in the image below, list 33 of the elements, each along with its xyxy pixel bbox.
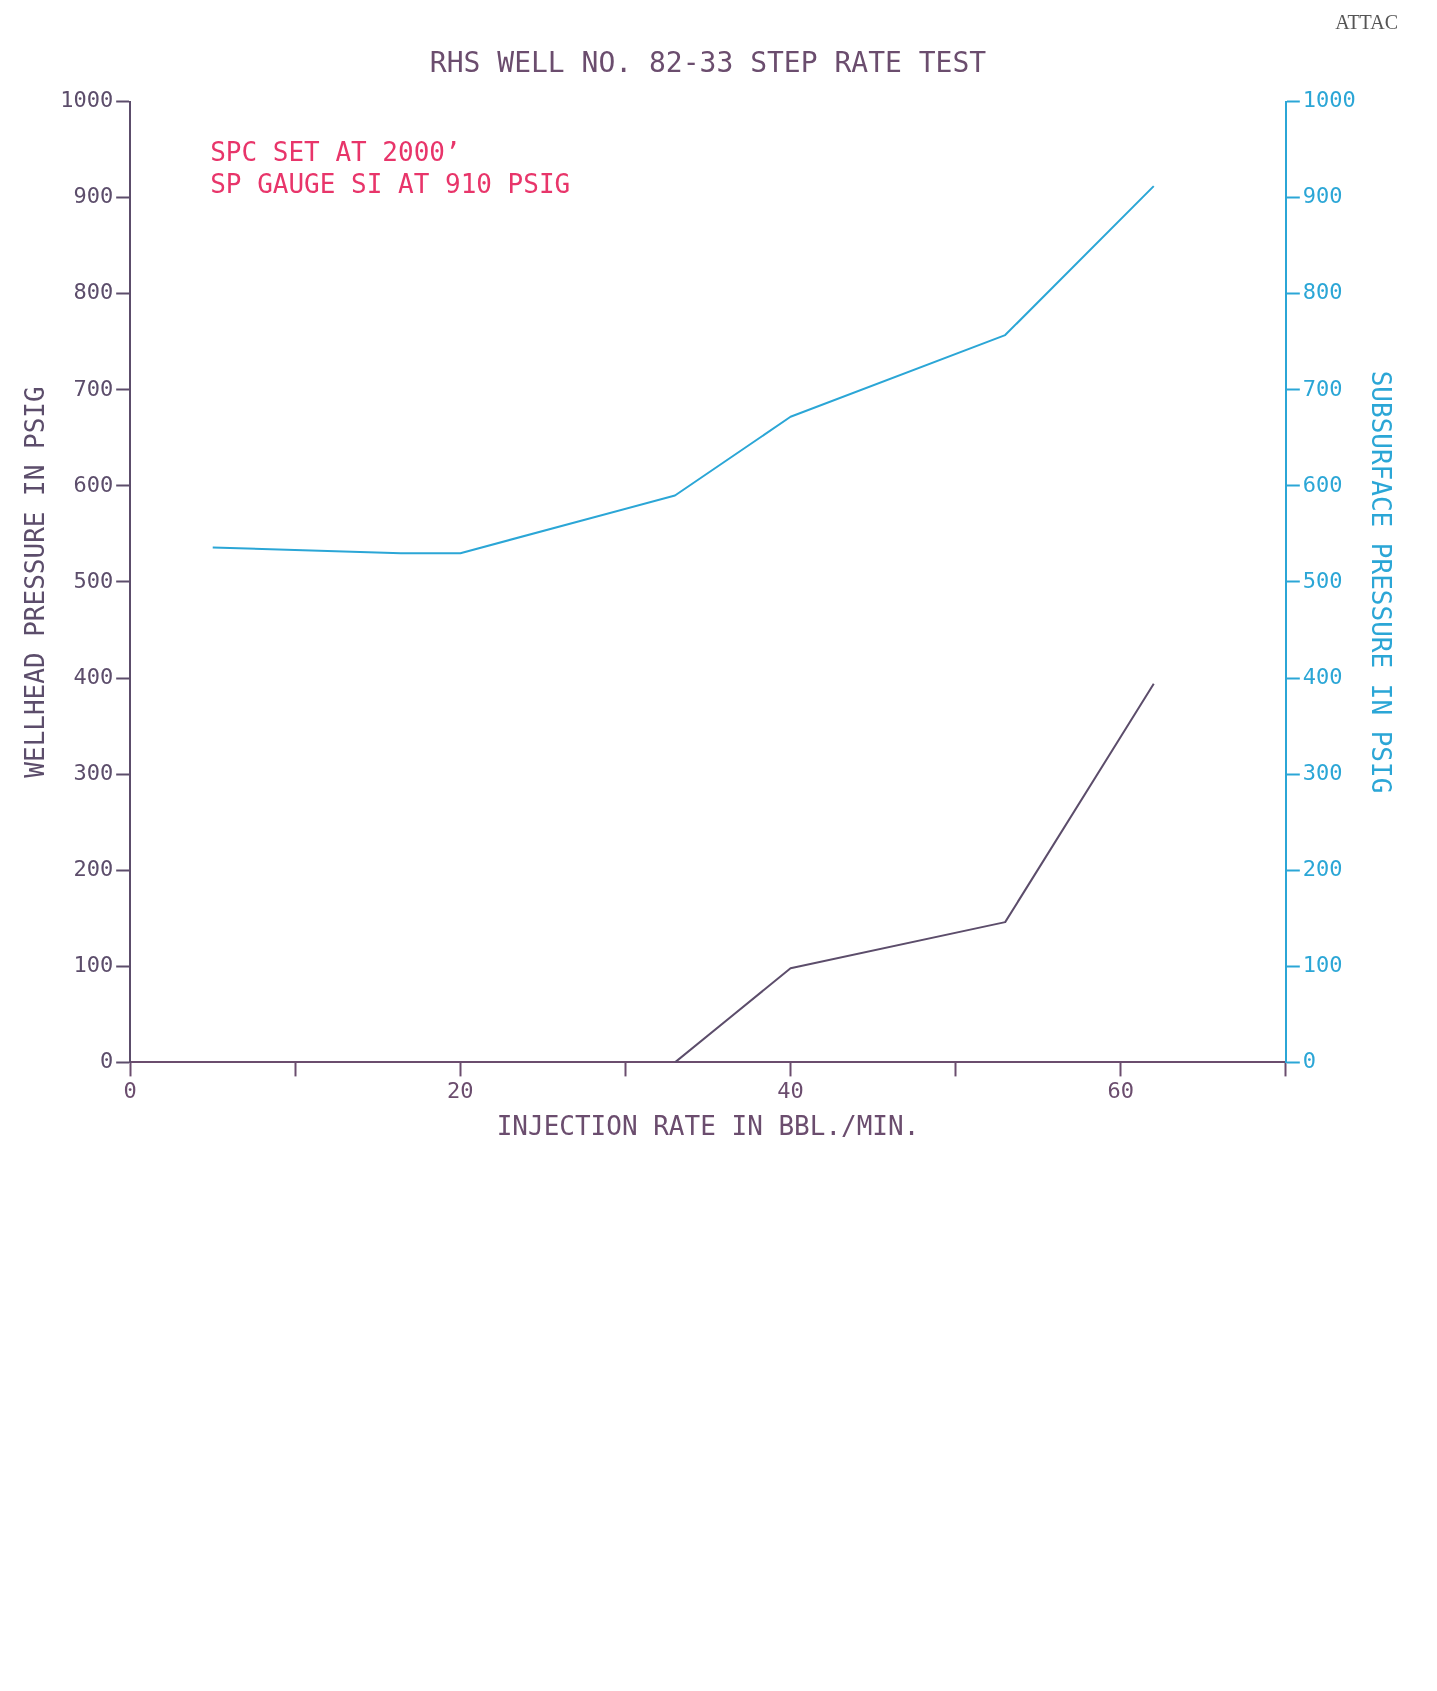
y-tick-label: 0 [99,1048,114,1074]
y-tick-label: 700 [73,375,114,401]
y2-tick-label: 600 [1302,471,1343,497]
y2-axis-title: SUBSURFACE PRESSURE IN PSIG [1365,370,1396,794]
text: ATTAC [1335,11,1398,34]
y2-tick-label: 1000 [1302,87,1356,113]
y-tick-label: 1000 [60,87,114,113]
y2-tick-label: 700 [1302,375,1343,401]
annotation: SPC SET AT 2000’ [210,137,461,168]
y-tick-label: 800 [73,279,114,305]
y2-tick-label: 400 [1302,663,1343,689]
y2-tick-label: 0 [1302,1048,1317,1074]
annotation: SP GAUGE SI AT 910 PSIG [210,169,571,200]
x-tick-label: 40 [777,1078,804,1104]
x-tick-label: 0 [123,1078,137,1104]
y-tick-label: 200 [73,855,114,881]
chart-title: RHS WELL NO. 82-33 STEP RATE TEST [429,46,987,80]
x-tick-label: 60 [1107,1078,1134,1104]
y-axis-title: WELLHEAD PRESSURE IN PSIG [20,386,51,778]
y2-tick-label: 100 [1302,952,1343,978]
y2-tick-label: 200 [1302,855,1343,881]
y-tick-label: 100 [73,952,114,978]
y2-tick-label: 800 [1302,279,1343,305]
y-tick-label: 300 [73,759,114,785]
x-axis-title: INJECTION RATE IN BBL./MIN. [496,1111,920,1142]
y-tick-label: 900 [73,183,114,209]
y2-tick-label: 300 [1302,759,1343,785]
y2-tick-label: 500 [1302,567,1343,593]
y-tick-label: 600 [73,471,114,497]
x-tick-label: 20 [447,1078,474,1104]
y2-tick-label: 900 [1302,183,1343,209]
y-tick-label: 400 [73,663,114,689]
y-tick-label: 500 [73,567,114,593]
